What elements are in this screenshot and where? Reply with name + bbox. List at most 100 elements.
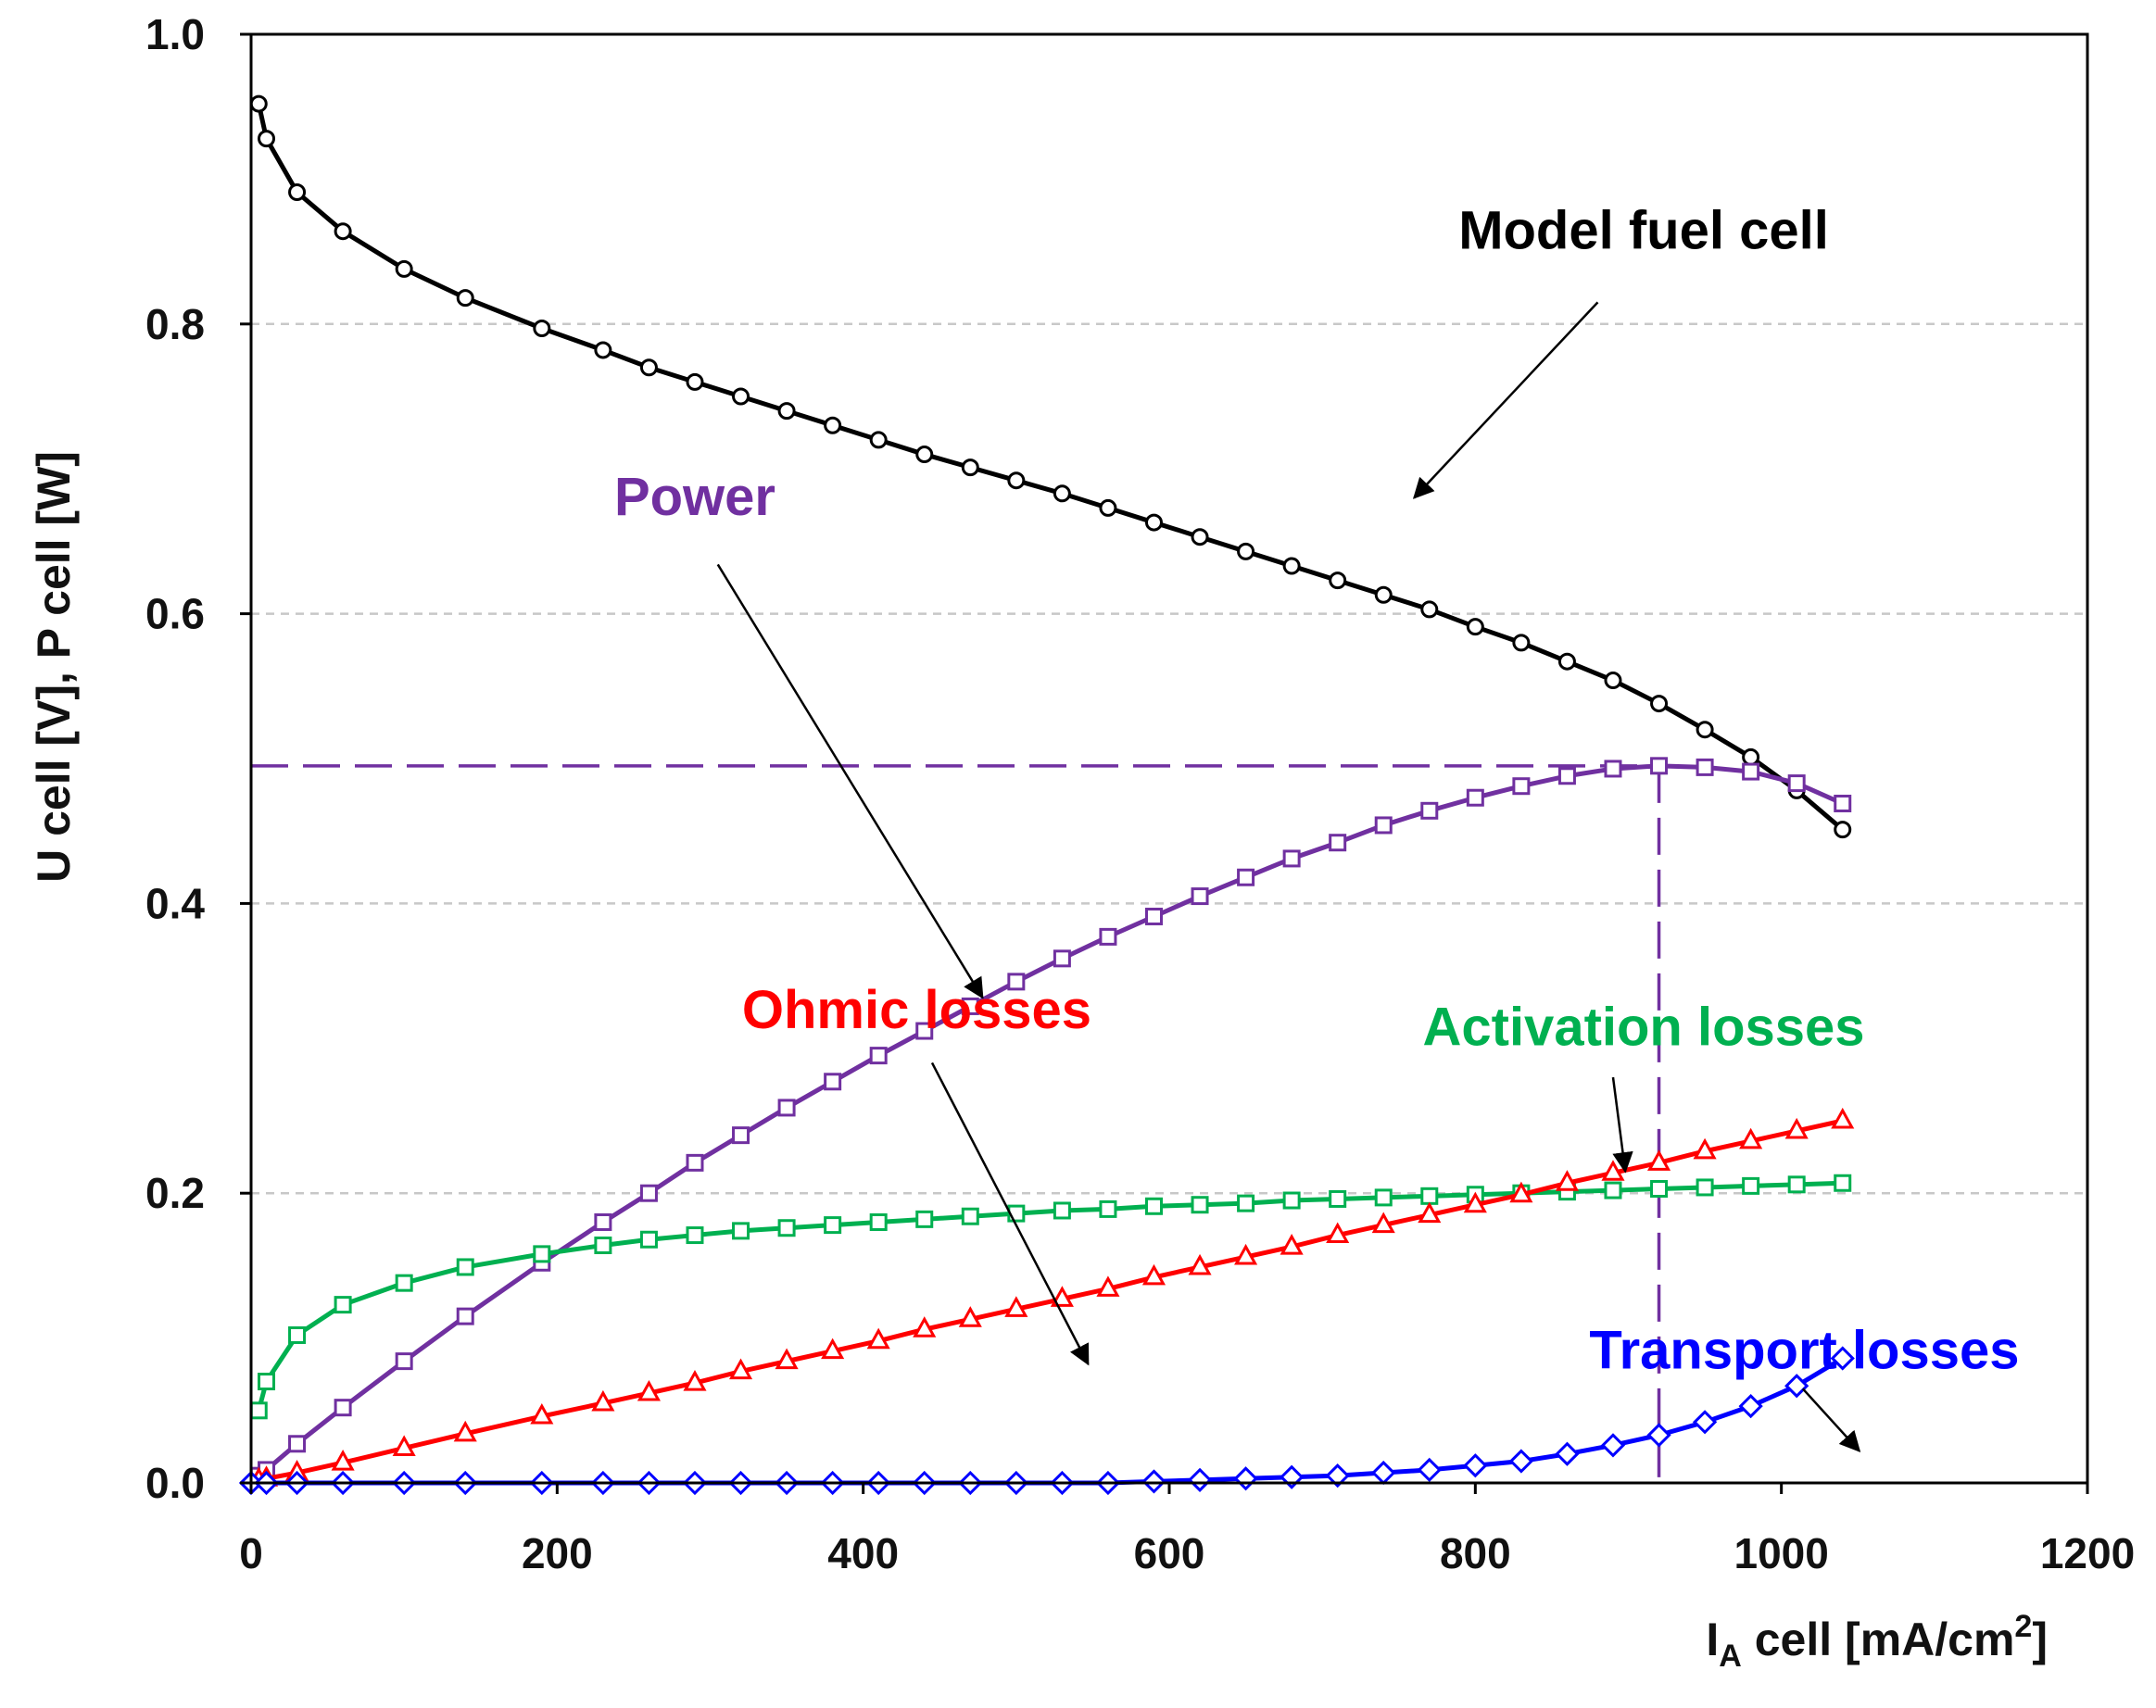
annotation-arrow xyxy=(930,1061,1090,1366)
data-point-activation-losses xyxy=(686,1226,704,1245)
data-point-power xyxy=(1420,801,1439,820)
data-point-activation-losses xyxy=(732,1222,750,1240)
annotation-label: Model fuel cell xyxy=(1458,200,1829,260)
data-point-activation-losses xyxy=(639,1230,658,1249)
data-point-ohmic-losses xyxy=(331,1450,355,1471)
data-point-activation-losses xyxy=(824,1216,842,1235)
data-point-model-fuel-cell xyxy=(915,446,934,464)
data-point-activation-losses xyxy=(1053,1201,1071,1220)
data-point-power xyxy=(1742,762,1760,781)
data-point-power xyxy=(1650,757,1669,775)
data-point-activation-losses xyxy=(869,1212,888,1231)
x-axis-title-main: I xyxy=(1706,1614,1719,1665)
data-point-model-fuel-cell xyxy=(1650,695,1669,713)
data-point-model-fuel-cell xyxy=(824,416,842,434)
data-point-ohmic-losses xyxy=(1141,1263,1166,1286)
data-point-power xyxy=(1099,927,1117,946)
data-point-ohmic-losses xyxy=(1004,1296,1028,1317)
data-point-activation-losses xyxy=(1834,1174,1852,1192)
data-point-model-fuel-cell xyxy=(732,387,750,406)
y-tick-label: 0.4 xyxy=(145,879,205,927)
data-point-activation-losses xyxy=(1742,1176,1760,1195)
data-point-model-fuel-cell xyxy=(1742,747,1760,766)
annotation-activation-losses: Activation losses xyxy=(1422,998,1865,1174)
annotation-arrow xyxy=(1611,1076,1633,1174)
x-axis-title-end: ] xyxy=(2032,1614,2048,1665)
data-point-ohmic-losses xyxy=(392,1435,416,1456)
data-point-power xyxy=(1557,767,1576,785)
data-point-model-fuel-cell xyxy=(258,130,276,148)
data-point-activation-losses xyxy=(334,1296,352,1314)
data-point-power xyxy=(594,1212,612,1231)
data-point-ohmic-losses xyxy=(1693,1137,1717,1160)
data-point-ohmic-losses xyxy=(913,1316,937,1338)
y-tick-label: 0.6 xyxy=(145,590,205,638)
data-point-activation-losses xyxy=(1420,1187,1439,1205)
data-point-transport-losses xyxy=(1187,1467,1213,1492)
data-point-power xyxy=(732,1126,750,1145)
axes: 0 200 400 600 800 1000 1200 0.0 0.2 0.4 0.6 0.8 1.0 xyxy=(145,10,2135,1577)
data-point-power xyxy=(1282,849,1301,868)
annotation-arrow xyxy=(1412,301,1599,499)
data-point-ohmic-losses xyxy=(1050,1286,1074,1307)
y-tick-label: 1.0 xyxy=(145,10,205,58)
data-point-power xyxy=(1144,907,1163,925)
x-axis-title: IA cell [mA/cm2] xyxy=(1706,1609,2048,1674)
annotation-label: Activation losses xyxy=(1422,998,1864,1058)
data-point-power xyxy=(1374,816,1393,835)
data-point-ohmic-losses xyxy=(728,1358,753,1380)
x-tick-label: 1200 xyxy=(2040,1529,2135,1577)
data-point-activation-losses xyxy=(1329,1189,1347,1208)
data-point-model-fuel-cell xyxy=(1512,634,1531,652)
annotation-arrow xyxy=(1801,1388,1861,1452)
data-point-ohmic-losses xyxy=(1280,1233,1304,1255)
data-point-activation-losses xyxy=(1191,1196,1209,1214)
data-point-power xyxy=(869,1047,888,1065)
data-point-ohmic-losses xyxy=(1371,1212,1395,1234)
data-point-model-fuel-cell xyxy=(1237,542,1255,560)
data-point-activation-losses xyxy=(395,1274,413,1292)
data-point-ohmic-losses xyxy=(1555,1170,1579,1191)
data-point-power xyxy=(1787,774,1806,793)
data-point-power xyxy=(777,1099,796,1117)
data-point-ohmic-losses xyxy=(1739,1127,1763,1149)
data-point-power xyxy=(1191,887,1209,906)
data-point-activation-losses xyxy=(594,1237,612,1255)
data-point-transport-losses xyxy=(1325,1463,1350,1488)
x-tick-label: 0 xyxy=(239,1529,263,1577)
series-activation-losses xyxy=(249,1174,1852,1420)
annotation-model-fuel-cell: Model fuel cell xyxy=(1412,200,1829,499)
data-point-model-fuel-cell xyxy=(1420,600,1439,619)
data-point-ohmic-losses xyxy=(1646,1149,1671,1171)
data-point-power xyxy=(1834,794,1852,812)
data-point-ohmic-losses xyxy=(1784,1117,1809,1139)
data-point-activation-losses xyxy=(777,1219,796,1237)
data-point-ohmic-losses xyxy=(775,1348,799,1370)
data-point-activation-losses xyxy=(1099,1199,1117,1218)
data-point-power xyxy=(395,1352,413,1371)
data-point-ohmic-losses xyxy=(1463,1191,1487,1213)
data-point-power xyxy=(1237,868,1255,886)
data-point-model-fuel-cell xyxy=(1144,513,1163,532)
data-point-activation-losses xyxy=(1787,1175,1806,1194)
data-point-ohmic-losses xyxy=(453,1420,477,1442)
max-power-reference-lines xyxy=(251,764,1661,1483)
data-point-power xyxy=(288,1435,307,1453)
x-axis-title-rest: cell [mA/cm xyxy=(1742,1614,2015,1665)
data-point-model-fuel-cell xyxy=(1282,557,1301,575)
data-point-transport-losses xyxy=(1555,1441,1580,1466)
annotation-label: Power xyxy=(614,467,775,527)
data-point-power xyxy=(1007,973,1026,991)
data-point-model-fuel-cell xyxy=(1696,721,1714,739)
data-point-model-fuel-cell xyxy=(288,182,307,201)
data-point-ohmic-losses xyxy=(1509,1181,1533,1203)
data-point-ohmic-losses xyxy=(821,1338,845,1360)
annotation-transport-losses: Transport losses xyxy=(1589,1320,2020,1452)
data-point-ohmic-losses xyxy=(637,1379,661,1401)
data-point-transport-losses xyxy=(1784,1374,1809,1399)
data-point-transport-losses xyxy=(1417,1457,1442,1483)
data-point-transport-losses xyxy=(1141,1469,1166,1494)
y-axis-title: U cell [V], P cell [W] xyxy=(28,451,80,883)
data-point-ohmic-losses xyxy=(1326,1222,1350,1244)
